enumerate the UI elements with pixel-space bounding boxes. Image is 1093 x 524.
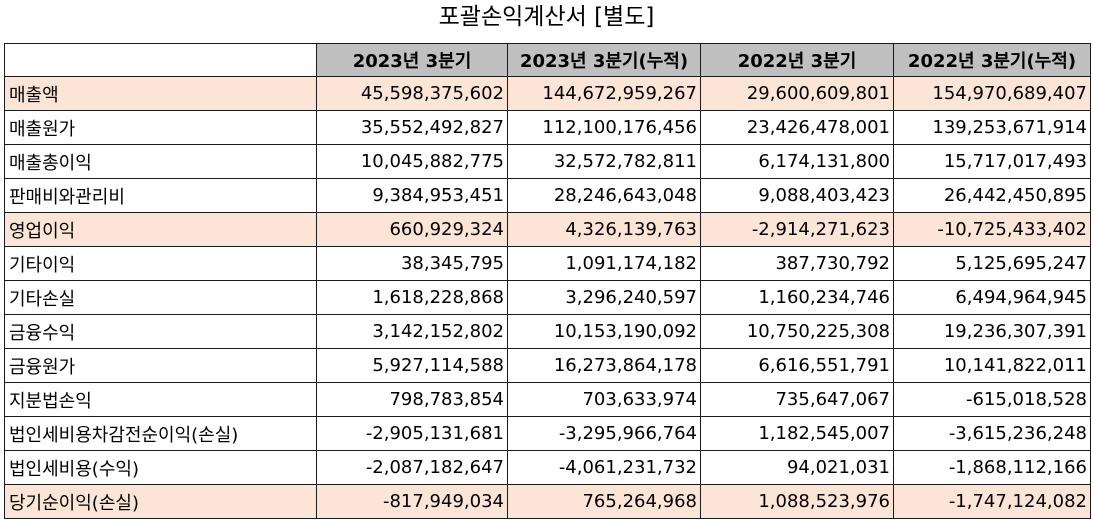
value-cell: 1,160,234,746 <box>700 280 894 315</box>
value-cell: 15,717,017,493 <box>893 144 1091 179</box>
value-cell: 112,100,176,456 <box>507 110 701 145</box>
table-row: 기타이익 38,345,795 1,091,174,182 387,730,792 5,… <box>4 246 1091 281</box>
table-header-row: 2023년 3분기 2023년 3분기(누적) 2022년 3분기 2022년 … <box>4 43 1091 77</box>
value-cell: 9,384,953,451 <box>316 178 508 213</box>
table-row: 금융원가 5,927,114,588 16,273,864,178 6,616,551… <box>4 348 1091 383</box>
value-cell: 10,141,822,011 <box>893 348 1091 383</box>
value-cell: 6,494,964,945 <box>893 280 1091 315</box>
value-cell: 6,616,551,791 <box>700 348 894 383</box>
value-cell: -3,615,236,248 <box>893 416 1091 451</box>
table-row: 당기순이익(손실) -817,949,034 765,264,968 1,088,52… <box>4 484 1091 519</box>
income-statement-table: 2023년 3분기 2023년 3분기(누적) 2022년 3분기 2022년 … <box>4 43 1091 519</box>
value-cell: 1,088,523,976 <box>700 484 894 519</box>
table-row: 금융수익 3,142,152,802 10,153,190,092 10,750,22… <box>4 314 1091 349</box>
value-cell: -2,914,271,623 <box>700 212 894 247</box>
value-cell: 798,783,854 <box>316 382 508 417</box>
value-cell: 19,236,307,391 <box>893 314 1091 349</box>
value-cell: -4,061,231,732 <box>507 450 701 485</box>
row-label: 당기순이익(손실) <box>4 484 317 519</box>
value-cell: 26,442,450,895 <box>893 178 1091 213</box>
header-cell-empty <box>4 43 317 77</box>
row-label: 금융원가 <box>4 348 317 383</box>
row-label: 기타이익 <box>4 246 317 281</box>
header-cell: 2022년 3분기 <box>700 43 894 77</box>
row-label: 판매비와관리비 <box>4 178 317 213</box>
table-row: 매출총이익 10,045,882,775 32,572,782,811 6,174,1… <box>4 144 1091 179</box>
table-row: 지분법손익 798,783,854 703,633,974 735,647,067 -6… <box>4 382 1091 417</box>
value-cell: 1,182,545,007 <box>700 416 894 451</box>
value-cell: 10,153,190,092 <box>507 314 701 349</box>
value-cell: 660,929,324 <box>316 212 508 247</box>
table-row: 기타손실 1,618,228,868 3,296,240,597 1,160,234,… <box>4 280 1091 315</box>
row-label: 법인세비용(수익) <box>4 450 317 485</box>
value-cell: 9,088,403,423 <box>700 178 894 213</box>
value-cell: 38,345,795 <box>316 246 508 281</box>
value-cell: 28,246,643,048 <box>507 178 701 213</box>
header-cell: 2022년 3분기(누적) <box>893 43 1091 77</box>
value-cell: 3,142,152,802 <box>316 314 508 349</box>
table-row: 매출원가 35,552,492,827 112,100,176,456 23,426,… <box>4 110 1091 145</box>
row-label: 지분법손익 <box>4 382 317 417</box>
value-cell: -1,747,124,082 <box>893 484 1091 519</box>
value-cell: -817,949,034 <box>316 484 508 519</box>
value-cell: 29,600,609,801 <box>700 76 894 111</box>
value-cell: 1,618,228,868 <box>316 280 508 315</box>
row-label: 영업이익 <box>4 212 317 247</box>
header-cell: 2023년 3분기 <box>316 43 508 77</box>
value-cell: 139,253,671,914 <box>893 110 1091 145</box>
value-cell: 765,264,968 <box>507 484 701 519</box>
value-cell: 16,273,864,178 <box>507 348 701 383</box>
value-cell: 10,750,225,308 <box>700 314 894 349</box>
value-cell: 703,633,974 <box>507 382 701 417</box>
value-cell: 94,021,031 <box>700 450 894 485</box>
value-cell: 144,672,959,267 <box>507 76 701 111</box>
row-label: 매출총이익 <box>4 144 317 179</box>
value-cell: -2,905,131,681 <box>316 416 508 451</box>
value-cell: 387,730,792 <box>700 246 894 281</box>
table-row: 법인세비용차감전순이익(손실) -2,905,131,681 -3,295,966,… <box>4 416 1091 451</box>
value-cell: 45,598,375,602 <box>316 76 508 111</box>
value-cell: 3,296,240,597 <box>507 280 701 315</box>
table-row: 매출액 45,598,375,602 144,672,959,267 29,600,6… <box>4 76 1091 111</box>
value-cell: 32,572,782,811 <box>507 144 701 179</box>
row-label: 기타손실 <box>4 280 317 315</box>
value-cell: -1,868,112,166 <box>893 450 1091 485</box>
row-label: 금융수익 <box>4 314 317 349</box>
value-cell: 1,091,174,182 <box>507 246 701 281</box>
value-cell: 6,174,131,800 <box>700 144 894 179</box>
table-row: 판매비와관리비 9,384,953,451 28,246,643,048 9,088,… <box>4 178 1091 213</box>
value-cell: -2,087,182,647 <box>316 450 508 485</box>
value-cell: 5,927,114,588 <box>316 348 508 383</box>
table-row: 법인세비용(수익) -2,087,182,647 -4,061,231,732 94,… <box>4 450 1091 485</box>
value-cell: 154,970,689,407 <box>893 76 1091 111</box>
value-cell: 735,647,067 <box>700 382 894 417</box>
value-cell: 23,426,478,001 <box>700 110 894 145</box>
table-row: 영업이익 660,929,324 4,326,139,763 -2,914,271,6… <box>4 212 1091 247</box>
header-cell: 2023년 3분기(누적) <box>507 43 701 77</box>
value-cell: 4,326,139,763 <box>507 212 701 247</box>
value-cell: 10,045,882,775 <box>316 144 508 179</box>
value-cell: -10,725,433,402 <box>893 212 1091 247</box>
row-label: 법인세비용차감전순이익(손실) <box>4 416 317 451</box>
row-label: 매출원가 <box>4 110 317 145</box>
row-label: 매출액 <box>4 76 317 111</box>
page-title: 포괄손익계산서 [별도] <box>438 4 655 30</box>
value-cell: -3,295,966,764 <box>507 416 701 451</box>
value-cell: -615,018,528 <box>893 382 1091 417</box>
value-cell: 5,125,695,247 <box>893 246 1091 281</box>
value-cell: 35,552,492,827 <box>316 110 508 145</box>
